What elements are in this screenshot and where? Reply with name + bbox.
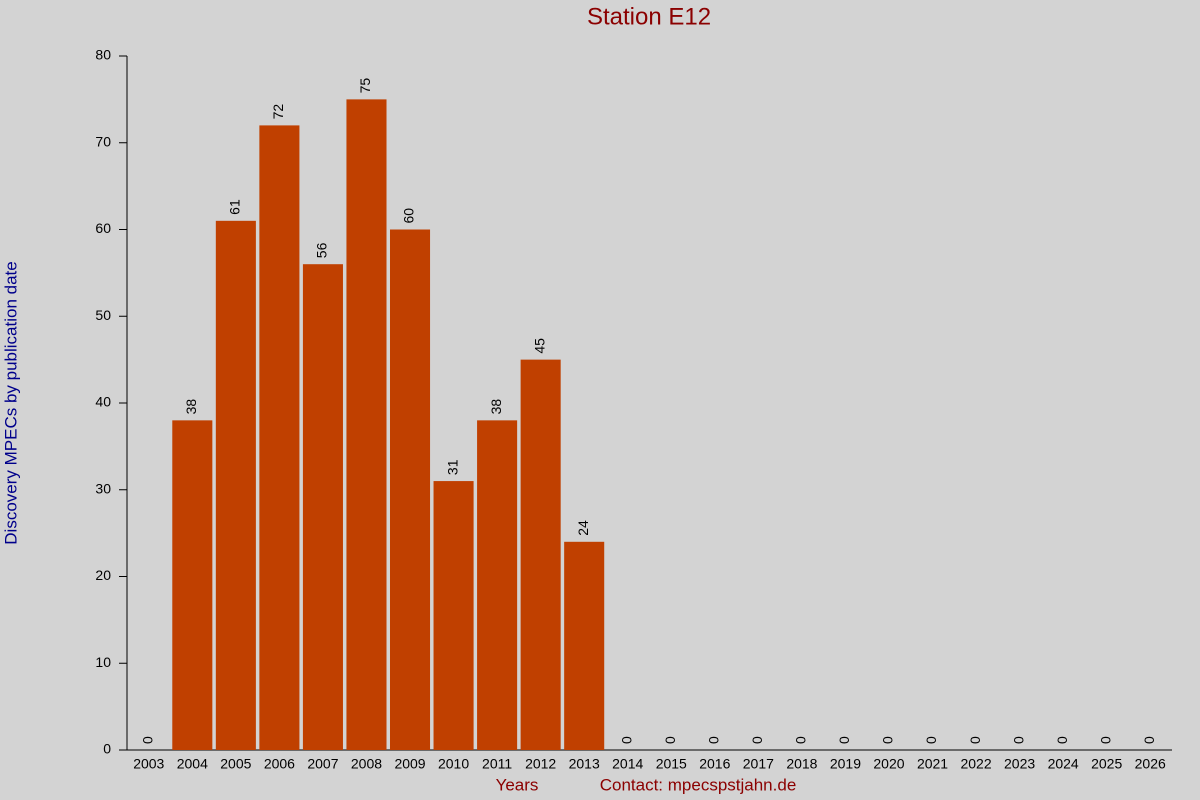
value-label: 75 [357,78,373,94]
bar [259,125,300,750]
x-tick-label: 2010 [438,756,469,772]
x-tick-label: 2018 [786,756,817,772]
value-label: 0 [880,736,896,744]
y-tick-label: 40 [95,394,111,410]
value-label: 0 [923,736,939,744]
x-tick-label: 2024 [1048,756,1079,772]
x-tick-label: 2007 [307,756,338,772]
x-tick-label: 2009 [394,756,425,772]
y-tick-label: 10 [95,654,111,670]
x-tick-label: 2019 [830,756,861,772]
x-tick-label: 2015 [656,756,687,772]
value-label: 38 [183,399,199,415]
x-tick-label: 2005 [220,756,251,772]
y-tick-label: 80 [95,47,111,63]
x-tick-label: 2013 [569,756,600,772]
x-tick-label: 2014 [612,756,643,772]
value-label: 0 [662,736,678,744]
x-tick-label: 2025 [1091,756,1122,772]
bar [564,541,605,750]
value-label: 45 [531,338,547,354]
value-label: 0 [1054,736,1070,744]
x-tick-label: 2016 [699,756,730,772]
value-label: 0 [1097,736,1113,744]
value-label: 0 [706,736,722,744]
y-tick-label: 60 [95,220,111,236]
x-tick-label: 2017 [743,756,774,772]
y-tick-label: 20 [95,567,111,583]
value-label: 60 [401,208,417,224]
y-tick-label: 30 [95,480,111,496]
value-label: 72 [270,104,286,120]
x-axis-label: Years [496,775,539,794]
x-tick-label: 2020 [873,756,904,772]
bar [346,99,387,750]
bar [215,220,256,750]
value-label: 0 [139,736,155,744]
x-tick-label: 2003 [133,756,164,772]
value-label: 0 [618,736,634,744]
value-label: 0 [1010,736,1026,744]
value-label: 0 [836,736,852,744]
x-tick-label: 2023 [1004,756,1035,772]
bar [433,481,474,750]
y-tick-label: 50 [95,307,111,323]
value-label: 56 [314,242,330,258]
bar [477,420,518,750]
value-label: 0 [793,736,809,744]
value-label: 24 [575,520,591,536]
y-tick-label: 70 [95,133,111,149]
x-tick-label: 2011 [482,756,512,772]
x-tick-label: 2021 [917,756,948,772]
value-label: 0 [749,736,765,744]
y-axis-label: Discovery MPECs by publication date [1,261,20,544]
x-tick-label: 2004 [177,756,208,772]
bar [520,359,561,750]
x-tick-label: 2026 [1135,756,1166,772]
value-label: 61 [227,199,243,215]
chart-title: Station E12 [587,3,711,30]
annotation: Contact: mpecspstjahn.de [600,775,797,794]
value-label: 31 [444,459,460,475]
x-tick-label: 2008 [351,756,382,772]
bar [389,229,431,750]
x-tick-label: 2006 [264,756,295,772]
bar [172,420,213,750]
value-label: 38 [488,399,504,415]
y-tick-label: 0 [103,741,111,757]
value-label: 0 [1141,736,1157,744]
value-label: 0 [967,736,983,744]
x-tick-label: 2022 [960,756,991,772]
x-tick-label: 2012 [525,756,556,772]
bar [302,264,343,750]
